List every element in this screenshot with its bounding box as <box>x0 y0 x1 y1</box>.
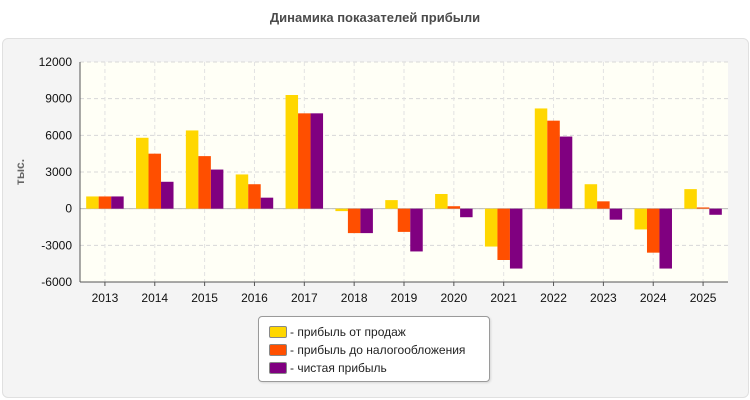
x-tick-label: 2021 <box>490 291 517 305</box>
bar-2021-s2 <box>509 208 523 269</box>
bar-2021-s0 <box>484 208 498 247</box>
bar-2020-s0 <box>435 194 448 209</box>
x-tick-label: 2014 <box>141 291 168 305</box>
bar-2014-s0 <box>136 137 149 209</box>
legend-label: - прибыль до налогообложения <box>290 343 466 357</box>
bar-2025-s2 <box>709 208 722 215</box>
legend-item: - чистая прибыль <box>269 359 489 377</box>
legend-swatch-icon <box>269 362 287 374</box>
bar-2015-s2 <box>210 169 224 209</box>
bar-2015-s0 <box>185 130 199 209</box>
bar-2022-s1 <box>547 120 560 209</box>
x-tick-label: 2015 <box>191 291 218 305</box>
x-tick-label: 2019 <box>391 291 418 305</box>
bar-2024-s1 <box>646 208 660 253</box>
bar-2023-s0 <box>584 184 598 209</box>
y-tick-label: 9000 <box>45 92 72 106</box>
bar-2014-s2 <box>161 181 174 209</box>
x-tick-label: 2016 <box>241 291 268 305</box>
y-tick-label: 12000 <box>39 55 73 69</box>
x-tick-label: 2025 <box>690 291 717 305</box>
legend-item: - прибыль до налогообложения <box>269 341 489 359</box>
bar-2023-s1 <box>597 201 610 209</box>
bar-2022-s0 <box>534 108 548 209</box>
bar-2013-s0 <box>86 196 99 209</box>
y-tick-label: -3000 <box>41 238 72 252</box>
bar-2017-s0 <box>285 95 299 209</box>
x-tick-label: 2018 <box>341 291 368 305</box>
x-tick-label: 2022 <box>540 291 567 305</box>
x-tick-label: 2024 <box>640 291 667 305</box>
bar-2018-s2 <box>360 208 373 234</box>
bar-2023-s2 <box>609 208 623 220</box>
legend-label: - прибыль от продаж <box>290 325 406 339</box>
legend-swatch-icon <box>269 326 287 338</box>
y-axis-label: тыс. <box>13 159 27 185</box>
bar-2013-s1 <box>98 196 112 209</box>
bar-2020-s1 <box>447 206 461 209</box>
y-tick-label: 3000 <box>45 165 72 179</box>
legend-label: - чистая прибыль <box>290 361 387 375</box>
bar-2016-s0 <box>235 174 249 209</box>
bar-2019-s0 <box>385 200 398 209</box>
y-tick-label: 0 <box>65 202 72 216</box>
x-tick-label: 2017 <box>291 291 318 305</box>
bar-2021-s1 <box>497 208 510 260</box>
bar-2020-s2 <box>460 208 473 218</box>
bar-2025-s0 <box>684 189 697 209</box>
bar-2022-s2 <box>559 136 573 209</box>
bar-2014-s1 <box>148 153 162 209</box>
y-tick-label: 6000 <box>45 128 72 142</box>
legend-item: - прибыль от продаж <box>269 323 489 341</box>
chart-legend: - прибыль от продаж - прибыль до налогоо… <box>258 316 490 382</box>
y-tick-label: -6000 <box>41 275 72 289</box>
bar-2017-s1 <box>298 113 311 209</box>
bar-2017-s2 <box>310 113 324 209</box>
bar-2016-s2 <box>260 197 274 209</box>
x-tick-label: 2020 <box>440 291 467 305</box>
x-tick-label: 2013 <box>92 291 119 305</box>
bar-2018-s0 <box>335 208 348 212</box>
bar-2018-s1 <box>347 208 361 234</box>
chart-title: Динамика показателей прибыли <box>269 10 481 25</box>
bar-2015-s1 <box>198 156 211 209</box>
bar-2024-s0 <box>634 208 647 230</box>
bar-2024-s2 <box>659 208 672 269</box>
legend-swatch-icon <box>269 344 287 356</box>
bar-2013-s2 <box>111 196 124 209</box>
bar-2019-s1 <box>397 208 411 232</box>
bar-2016-s1 <box>248 184 261 209</box>
x-tick-label: 2023 <box>590 291 617 305</box>
bar-2025-s1 <box>696 207 710 209</box>
bar-2019-s2 <box>410 208 423 252</box>
